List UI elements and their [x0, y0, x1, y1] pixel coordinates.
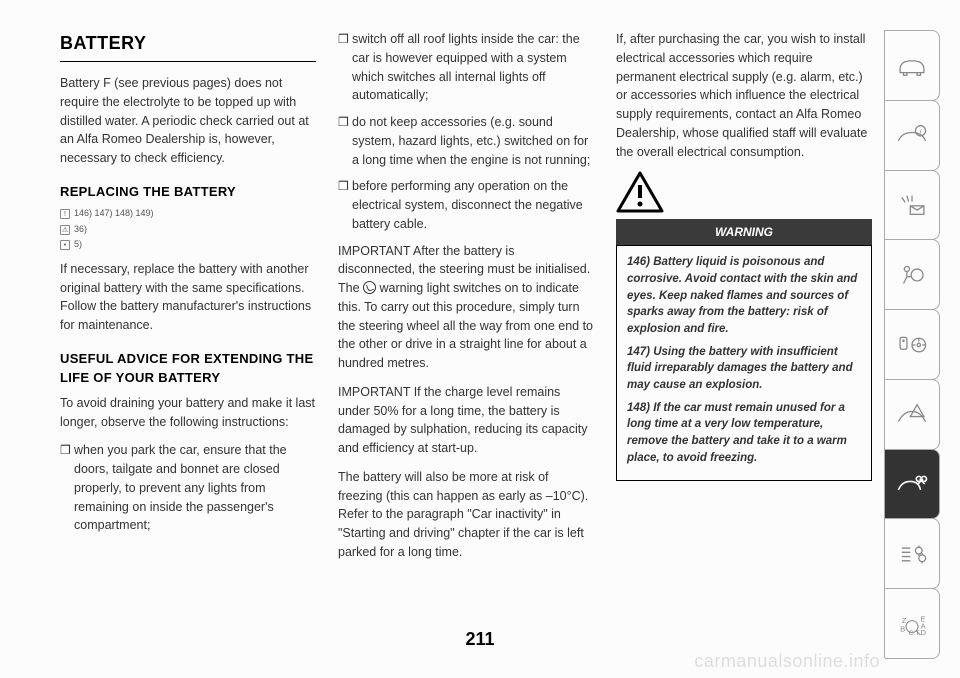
section-tabs: i ZBEADC T	[884, 30, 940, 658]
tab-car-info-icon[interactable]: i	[885, 100, 940, 171]
accessories-text: If, after purchasing the car, you wish t…	[616, 30, 872, 161]
warning-147: 147) Using the battery with insufficient…	[627, 344, 861, 394]
tab-maintenance-icon[interactable]	[885, 449, 940, 520]
tab-lights-messages-icon[interactable]	[885, 170, 940, 241]
warning-triangle-icon	[616, 171, 664, 213]
important-2: IMPORTANT If the charge level remains un…	[338, 383, 594, 458]
tab-car-front-icon[interactable]	[885, 30, 940, 101]
bullet-mark: ❒	[60, 441, 74, 535]
warning-box: 146) Battery liquid is poisonous and cor…	[616, 245, 872, 481]
heading-replacing: REPLACING THE BATTERY	[60, 182, 316, 202]
advice-intro: To avoid draining your battery and make …	[60, 394, 316, 432]
svg-text:D: D	[921, 628, 927, 637]
tab-airbag-icon[interactable]	[885, 239, 940, 310]
column-2: ❒ switch off all roof lights inside the …	[338, 30, 594, 658]
tab-specs-icon[interactable]	[885, 518, 940, 589]
bullet-mark: ❒	[338, 177, 352, 233]
svg-text:B: B	[900, 624, 905, 633]
ref-warning: !146) 147) 148) 149)	[60, 207, 316, 221]
ref-caution: ⚠36)	[60, 223, 316, 237]
intro-text: Battery F (see previous pages) does not …	[60, 74, 316, 168]
svg-text:C T: C T	[909, 630, 920, 637]
bullet-mark: ❒	[338, 30, 352, 105]
bullet-1: ❒ when you park the car, ensure that the…	[60, 441, 316, 535]
heading-advice: USEFUL ADVICE FOR EXTENDING THE LIFE OF …	[60, 349, 316, 388]
watermark: carmanualsonline.info	[694, 651, 880, 672]
replace-text: If necessary, replace the battery with a…	[60, 260, 316, 335]
important-1: IMPORTANT After the battery is disconnec…	[338, 242, 594, 373]
svg-text:Z: Z	[902, 616, 907, 625]
bullet-2: ❒ switch off all roof lights inside the …	[338, 30, 594, 105]
bullet-4: ❒ before performing any operation on the…	[338, 177, 594, 233]
column-3: If, after purchasing the car, you wish t…	[616, 30, 872, 658]
bullet-mark: ❒	[338, 113, 352, 169]
tab-key-steering-icon[interactable]	[885, 309, 940, 380]
svg-text:i: i	[920, 128, 922, 135]
tab-hazard-icon[interactable]	[885, 379, 940, 450]
bullet-3: ❒ do not keep accessories (e.g. sound sy…	[338, 113, 594, 169]
page-number: 211	[465, 629, 494, 650]
steering-warning-icon	[363, 281, 376, 294]
warning-148: 148) If the car must remain unused for a…	[627, 400, 861, 467]
tab-index-icon[interactable]: ZBEADC T	[885, 588, 940, 659]
warning-header: WARNING	[616, 219, 872, 245]
heading-battery: BATTERY	[60, 30, 316, 62]
freezing-text: The battery will also be more at risk of…	[338, 468, 594, 562]
ref-note: •5)	[60, 238, 316, 252]
warning-146: 146) Battery liquid is poisonous and cor…	[627, 254, 861, 337]
column-1: BATTERY Battery F (see previous pages) d…	[60, 30, 316, 658]
